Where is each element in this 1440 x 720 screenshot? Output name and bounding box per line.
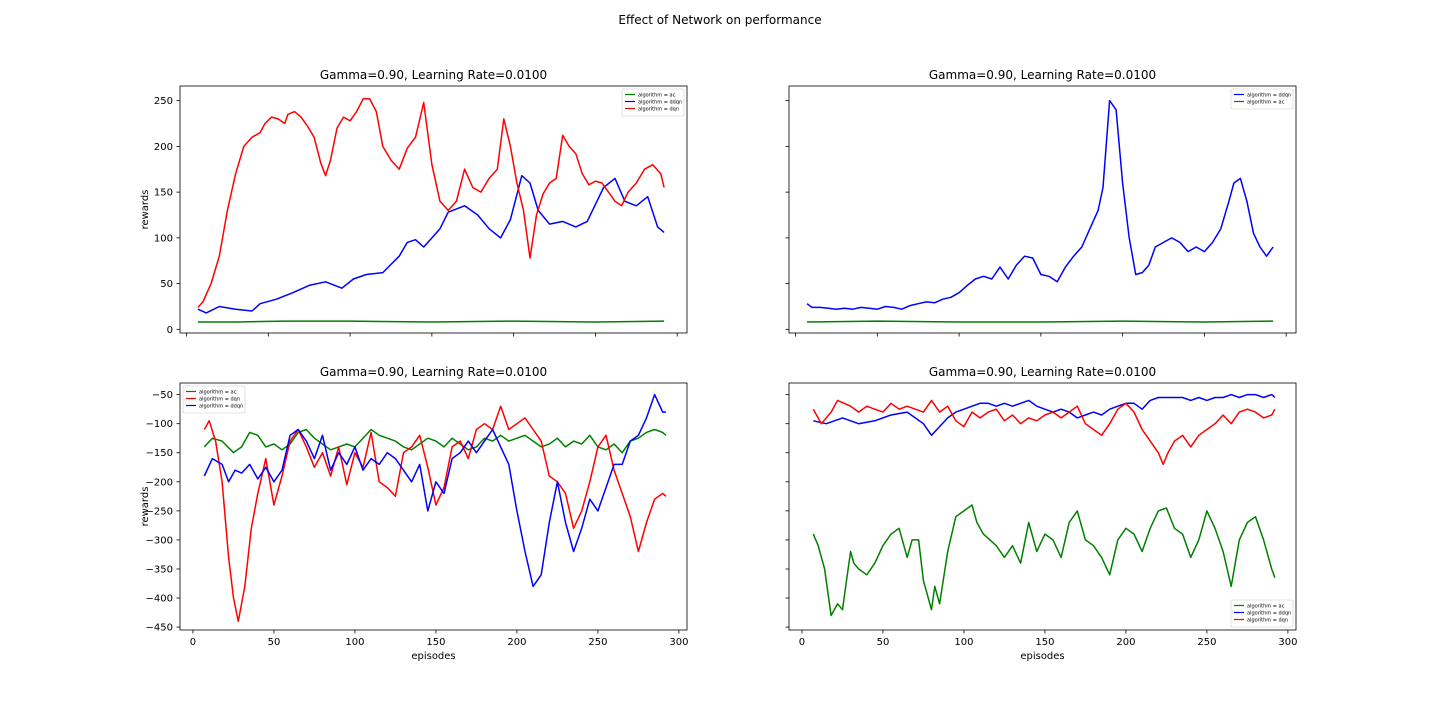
- series-line-3: [812, 399, 1276, 466]
- legend-label: algorithm = dqn: [1247, 617, 1288, 623]
- y-tick-label: −350: [146, 564, 173, 575]
- series-line-1: [806, 99, 1274, 310]
- x-tick-label: 0: [190, 637, 196, 648]
- y-tick-label: −450: [146, 623, 173, 634]
- y-tick-label: 0: [167, 325, 173, 336]
- y-tick-label: −100: [146, 419, 173, 430]
- series-line-2: [806, 320, 1274, 323]
- legend-label: algorithm = ddqn: [1247, 92, 1291, 98]
- x-tick-label: 250: [588, 637, 607, 648]
- subplot-1: 0 50 100 150 200 250 Gamma=0.90, Learning Rate…: [140, 68, 688, 337]
- x-tick-label: 200: [507, 637, 526, 648]
- x-tick-label: 200: [1116, 637, 1135, 648]
- series-line-2: [203, 405, 667, 623]
- legend-label: algorithm = dqn: [199, 396, 240, 402]
- x-tick-label: 150: [1035, 637, 1054, 648]
- x-tick-label: 50: [877, 637, 890, 648]
- x-tick-label: 150: [426, 637, 445, 648]
- x-tick-label: 250: [1197, 637, 1216, 648]
- legend-box: [1230, 599, 1294, 628]
- y-tick-label: −50: [152, 390, 173, 401]
- subplot-4: 0 50 100 150 200 250 300 Gamma=0.90, Learning R…: [785, 365, 1297, 662]
- y-tick-label: 100: [154, 233, 173, 244]
- subplot-title: Gamma=0.90, Learning Rate=0.0100: [320, 68, 547, 82]
- y-tick-label: −250: [146, 506, 173, 517]
- x-tick-label: 50: [268, 637, 281, 648]
- y-tick-label: 250: [154, 96, 173, 107]
- legend-label: algorithm = dqn: [638, 106, 679, 112]
- legend-box: [621, 88, 685, 117]
- legend-box: [1230, 88, 1294, 110]
- plot-frame: [179, 382, 688, 631]
- y-tick-label: −400: [146, 594, 173, 605]
- legend-label: algorithm = ddqn: [199, 403, 243, 409]
- legend-box: [182, 385, 246, 414]
- series-line-2: [197, 174, 665, 314]
- legend-label: algorithm = ac: [1247, 99, 1285, 105]
- plot-frame: [179, 85, 688, 334]
- legend-label: algorithm = ac: [1247, 603, 1285, 609]
- legend-label: algorithm = ac: [638, 92, 676, 98]
- x-tick-label: 100: [345, 637, 364, 648]
- y-tick-label: −300: [146, 535, 173, 546]
- series-line-1: [203, 428, 667, 454]
- subplot-title: Gamma=0.90, Learning Rate=0.0100: [929, 365, 1156, 379]
- x-tick-label: 100: [954, 637, 973, 648]
- y-axis-label: rewards: [140, 190, 151, 230]
- x-axis-label: episodes: [1020, 651, 1064, 662]
- plot-frame: [788, 85, 1297, 334]
- x-tick-label: 300: [1278, 637, 1297, 648]
- plot-frame: [788, 382, 1297, 631]
- legend-label: algorithm = ac: [199, 389, 237, 395]
- y-tick-label: 150: [154, 188, 173, 199]
- series-line-3: [197, 98, 665, 308]
- series-line-2: [813, 393, 1276, 437]
- legend-label: algorithm = ddqn: [1247, 610, 1291, 616]
- x-tick-label: 0: [799, 637, 805, 648]
- y-tick-label: 50: [160, 279, 173, 290]
- subplot-3: 0 50 100 150 200 250 300 −50 −100 −150 −200 −250 −30…: [140, 365, 688, 662]
- figure-title: Effect of Network on performance: [618, 13, 821, 27]
- y-tick-label: −200: [146, 477, 173, 488]
- y-axis-label: rewards: [140, 487, 151, 527]
- legend-label: algorithm = ddqn: [638, 99, 682, 105]
- subplot-2: Gamma=0.90, Learning Rate=0.0100 algorith…: [785, 68, 1297, 337]
- series-line-3: [203, 393, 666, 588]
- y-tick-label: 200: [154, 142, 173, 153]
- y-tick-label: −150: [146, 448, 173, 459]
- series-line-1: [198, 320, 665, 323]
- series-line-1: [812, 504, 1276, 617]
- x-tick-label: 300: [669, 637, 688, 648]
- x-axis-label: episodes: [411, 651, 455, 662]
- subplot-title: Gamma=0.90, Learning Rate=0.0100: [320, 365, 547, 379]
- subplot-title: Gamma=0.90, Learning Rate=0.0100: [929, 68, 1156, 82]
